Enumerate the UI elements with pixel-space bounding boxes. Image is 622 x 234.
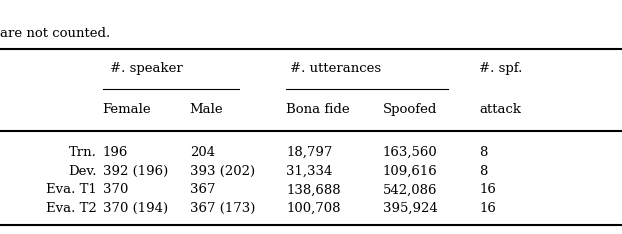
Text: #. speaker: #. speaker [110,62,182,76]
Text: 367 (173): 367 (173) [190,202,255,215]
Text: 196: 196 [103,146,128,159]
Text: Eva. T1: Eva. T1 [45,183,96,196]
Text: Male: Male [190,103,223,116]
Text: #. utterances: #. utterances [290,62,381,76]
Text: 16: 16 [479,202,496,215]
Text: 100,708: 100,708 [286,202,341,215]
Text: 395,924: 395,924 [383,202,437,215]
Text: 370 (194): 370 (194) [103,202,168,215]
Text: Dev.: Dev. [68,165,96,178]
Text: Bona fide: Bona fide [286,103,350,116]
Text: 18,797: 18,797 [286,146,333,159]
Text: 392 (196): 392 (196) [103,165,168,178]
Text: 16: 16 [479,183,496,196]
Text: 8: 8 [479,146,487,159]
Text: attack: attack [479,103,521,116]
Text: 393 (202): 393 (202) [190,165,255,178]
Text: Trn.: Trn. [68,146,96,159]
Text: 109,616: 109,616 [383,165,437,178]
Text: 163,560: 163,560 [383,146,437,159]
Text: 370: 370 [103,183,128,196]
Text: 138,688: 138,688 [286,183,341,196]
Text: are not counted.: are not counted. [0,27,110,40]
Text: 204: 204 [190,146,215,159]
Text: 367: 367 [190,183,215,196]
Text: Female: Female [103,103,151,116]
Text: Eva. T2: Eva. T2 [45,202,96,215]
Text: 31,334: 31,334 [286,165,333,178]
Text: #. spf.: #. spf. [479,62,522,76]
Text: 542,086: 542,086 [383,183,437,196]
Text: 8: 8 [479,165,487,178]
Text: Spoofed: Spoofed [383,103,437,116]
